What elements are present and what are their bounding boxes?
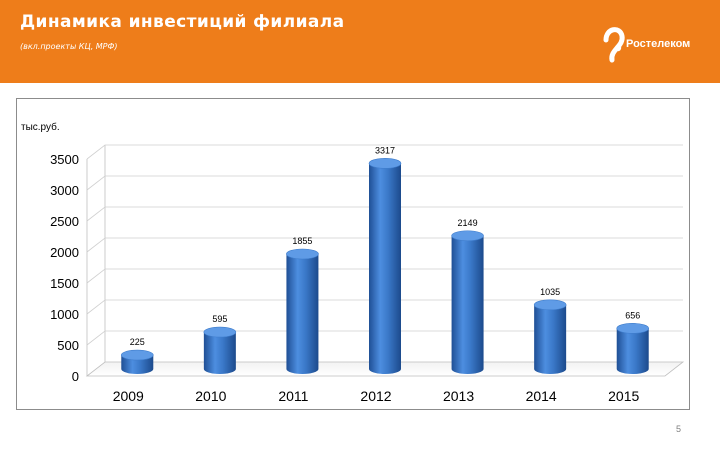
bar-top [286, 248, 319, 260]
rostelecom-logo-icon [603, 27, 625, 63]
logo-text: Ростелеком [626, 38, 691, 50]
bar-top [203, 326, 237, 338]
chart-frame: тыс.руб. 0 500 1000 1500 2000 2500 3000 3500 22… [16, 98, 690, 410]
x-tick-label: 2015 [608, 388, 639, 404]
bar-2015 [616, 323, 650, 374]
y-axis-unit-label: тыс.руб. [21, 121, 60, 133]
y-tick-label: 2500 [50, 214, 79, 229]
bar-body [534, 304, 567, 374]
gridline [86, 175, 683, 191]
bar-body [203, 332, 236, 374]
data-label: 3317 [375, 145, 395, 155]
bar-2009 [120, 349, 154, 374]
gridline [86, 299, 683, 315]
bar-body [451, 235, 484, 374]
bar-2014 [533, 299, 567, 374]
bar-body [286, 253, 319, 374]
page-title: Динамика инвестиций филиала [20, 12, 345, 32]
y-tick-label: 3500 [50, 152, 79, 167]
chart-bars [120, 158, 650, 374]
x-tick-label: 2009 [113, 388, 144, 404]
gridline [86, 268, 683, 284]
chart-value-labels: 225 595 1855 3317 2149 1035 656 [130, 145, 640, 347]
y-tick-label: 500 [57, 338, 79, 353]
investment-chart: тыс.руб. 0 500 1000 1500 2000 2500 3000 3500 22… [21, 121, 685, 404]
bar-2012 [368, 158, 402, 374]
data-label: 1855 [292, 236, 312, 246]
chart-grid [85, 144, 685, 377]
y-tick-label: 1500 [50, 276, 79, 291]
gridline [86, 237, 683, 253]
x-tick-label: 2010 [195, 388, 226, 404]
x-axis-ticks: 2009 2010 2011 2012 2013 2014 2015 [113, 388, 640, 404]
y-tick-label: 3000 [50, 183, 79, 198]
bar-2011 [286, 248, 319, 374]
y-tick-label: 0 [72, 369, 79, 384]
y-tick-label: 1000 [50, 307, 79, 322]
x-tick-label: 2012 [360, 388, 391, 404]
bar-top [368, 158, 402, 169]
gridline [86, 330, 683, 346]
bar-body [616, 328, 649, 374]
gridline [86, 206, 683, 222]
bar-body [369, 163, 401, 374]
page-subtitle: (вкл.проекты КЦ, МРФ) [20, 42, 118, 51]
bar-top [120, 349, 154, 361]
bar-top [616, 323, 650, 334]
data-label: 225 [130, 337, 145, 347]
x-tick-label: 2014 [526, 388, 557, 404]
data-label: 1035 [540, 287, 560, 297]
bar-top [451, 230, 484, 242]
x-tick-label: 2011 [278, 388, 308, 404]
data-label: 2149 [458, 218, 478, 228]
y-tick-label: 2000 [50, 245, 79, 260]
x-tick-label: 2013 [443, 388, 474, 404]
bar-body [121, 355, 154, 374]
bar-2013 [451, 230, 484, 374]
page-number: 5 [676, 424, 682, 434]
data-label: 595 [212, 314, 227, 324]
y-axis-ticks: 0 500 1000 1500 2000 2500 3000 3500 [50, 152, 79, 384]
gridline [86, 144, 683, 160]
data-label: 656 [625, 310, 640, 320]
bar-2010 [203, 326, 237, 374]
header-bar: Динамика инвестиций филиала (вкл.проекты… [0, 0, 720, 83]
bar-top [533, 299, 567, 311]
